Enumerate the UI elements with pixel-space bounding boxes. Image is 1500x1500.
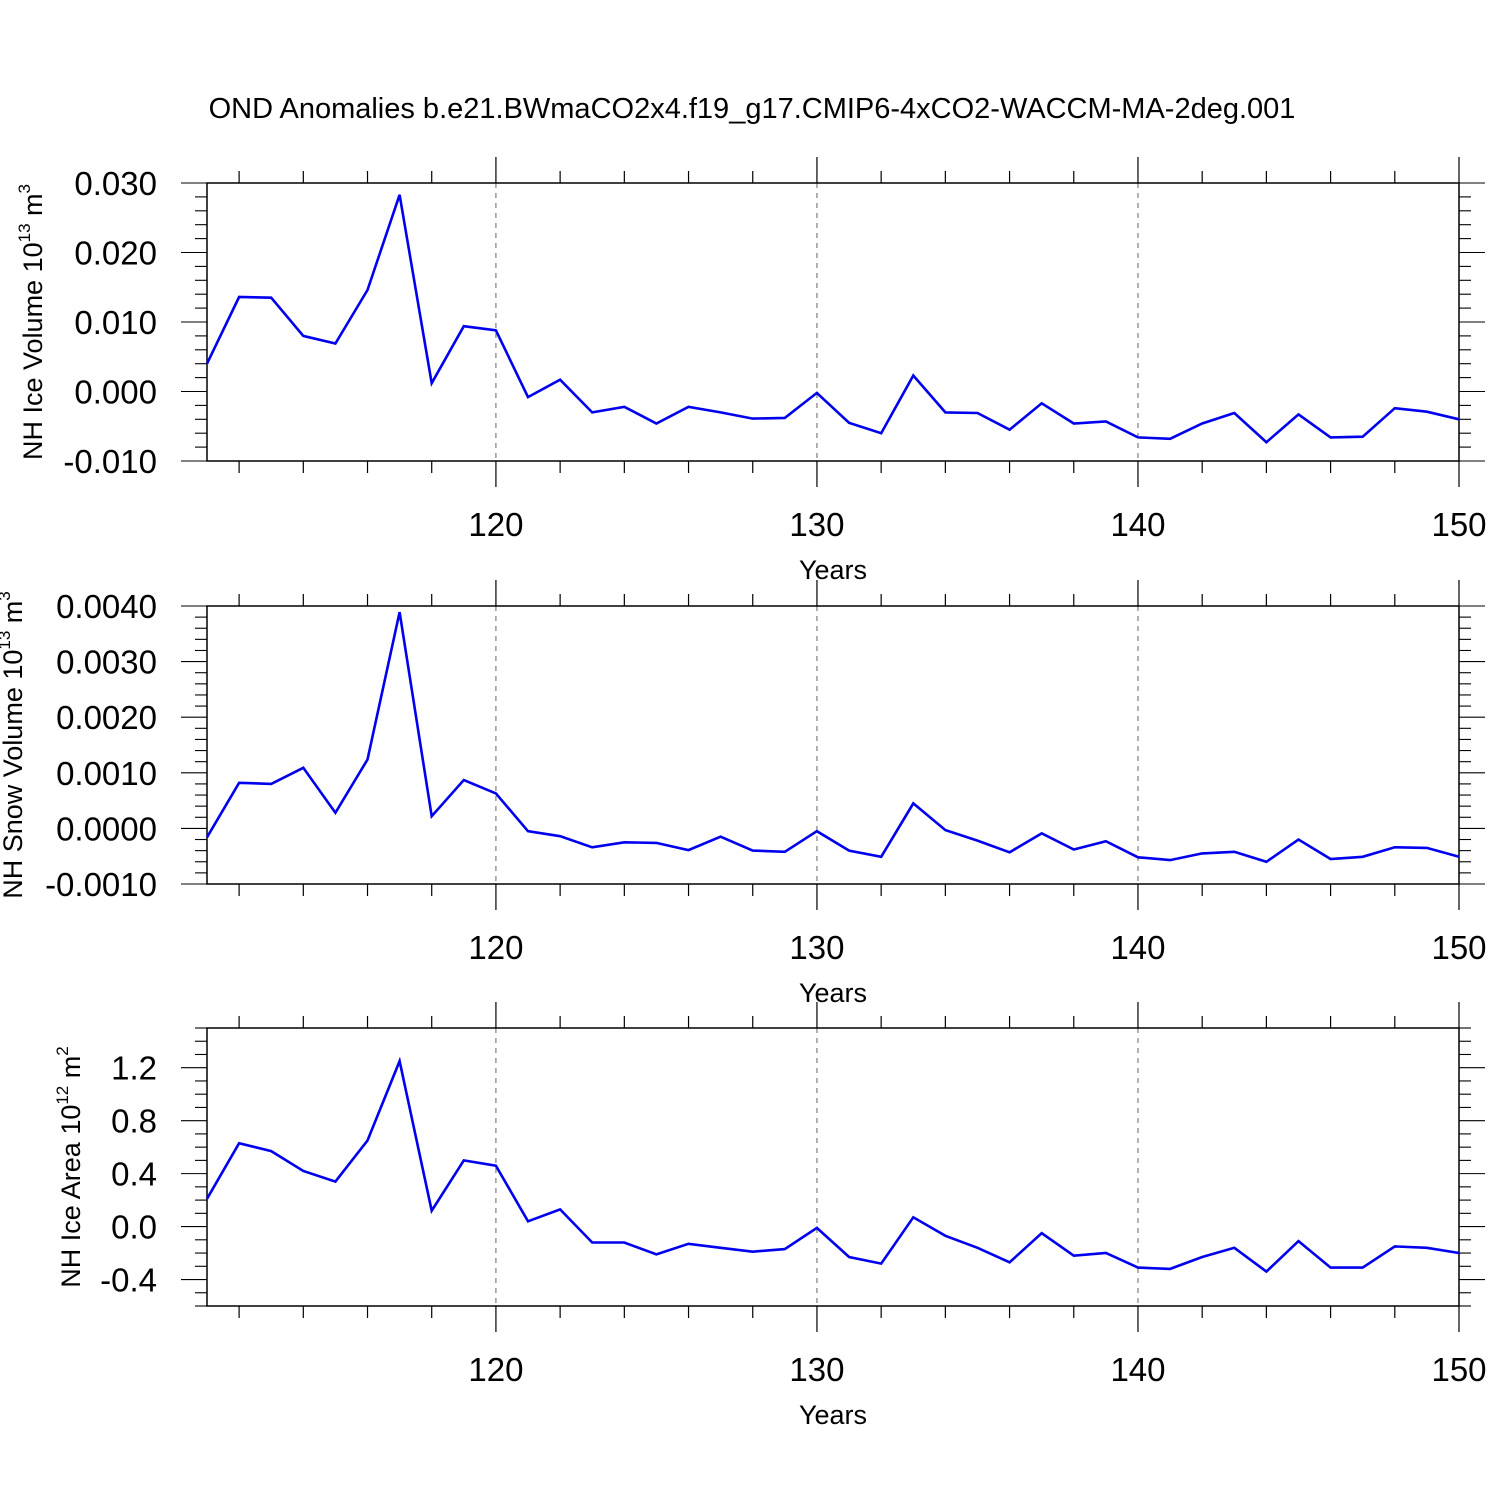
y-tick-label: -0.0010 — [45, 866, 157, 903]
series-line — [205, 611, 1460, 864]
y-tick-label: 0.0 — [111, 1209, 157, 1246]
y-axis-title: NH Ice Volume 1013 m3 — [15, 184, 48, 460]
chart-panel-2: -0.0010 0.0000 0.0010 0.0020 0.0030 0.0040 120… — [0, 580, 1487, 1008]
y-axis-title: NH Snow Volume 1013 m3 — [0, 591, 28, 899]
series-line — [205, 194, 1460, 444]
x-tick-label: 140 — [1110, 929, 1165, 966]
chart-panel-3: -0.4 0.0 0.4 0.8 1.2 120 130 140 150 Years NH Ice … — [53, 1002, 1487, 1430]
x-axis-title: Years — [799, 555, 867, 585]
x-tick-label: 120 — [468, 1351, 523, 1388]
y-tick-label: 0.020 — [74, 235, 157, 272]
chart-panel-1: -0.010 0.000 0.010 0.020 0.030 120 130 140 150 Ye… — [15, 157, 1487, 585]
x-tick-label: 120 — [468, 929, 523, 966]
y-tick-label: 0.0010 — [56, 755, 157, 792]
x-tick-label: 150 — [1431, 1351, 1486, 1388]
y-tick-label: 1.2 — [111, 1050, 157, 1087]
plot-frame — [206, 605, 1460, 885]
y-tick-label: -0.010 — [63, 443, 157, 480]
y-tick-label: 0.0020 — [56, 699, 157, 736]
x-tick-label: 130 — [789, 506, 844, 543]
y-tick-label: 0.000 — [74, 374, 157, 411]
plot-frame — [206, 182, 1460, 462]
y-tick-label: 0.4 — [111, 1156, 157, 1193]
x-axis-title: Years — [799, 1400, 867, 1430]
series-line — [205, 1056, 1460, 1274]
y-axis-title: NH Ice Area 1012 m2 — [53, 1046, 86, 1287]
x-tick-label: 150 — [1431, 929, 1486, 966]
y-tick-label: 0.8 — [111, 1103, 157, 1140]
y-tick-label: 0.010 — [74, 304, 157, 341]
y-tick-label: -0.4 — [100, 1262, 157, 1299]
x-axis-title: Years — [799, 978, 867, 1008]
figure-title: OND Anomalies b.e21.BWmaCO2x4.f19_g17.CM… — [209, 93, 1296, 125]
y-tick-label: 0.030 — [74, 165, 157, 202]
x-tick-label: 150 — [1431, 506, 1486, 543]
x-tick-label: 140 — [1110, 1351, 1165, 1388]
plot-frame — [206, 1027, 1460, 1307]
x-tick-label: 120 — [468, 506, 523, 543]
x-tick-label: 130 — [789, 1351, 844, 1388]
y-tick-label: 0.0030 — [56, 644, 157, 681]
x-tick-label: 140 — [1110, 506, 1165, 543]
y-tick-label: 0.0000 — [56, 810, 157, 847]
y-tick-label: 0.0040 — [56, 588, 157, 625]
x-tick-label: 130 — [789, 929, 844, 966]
